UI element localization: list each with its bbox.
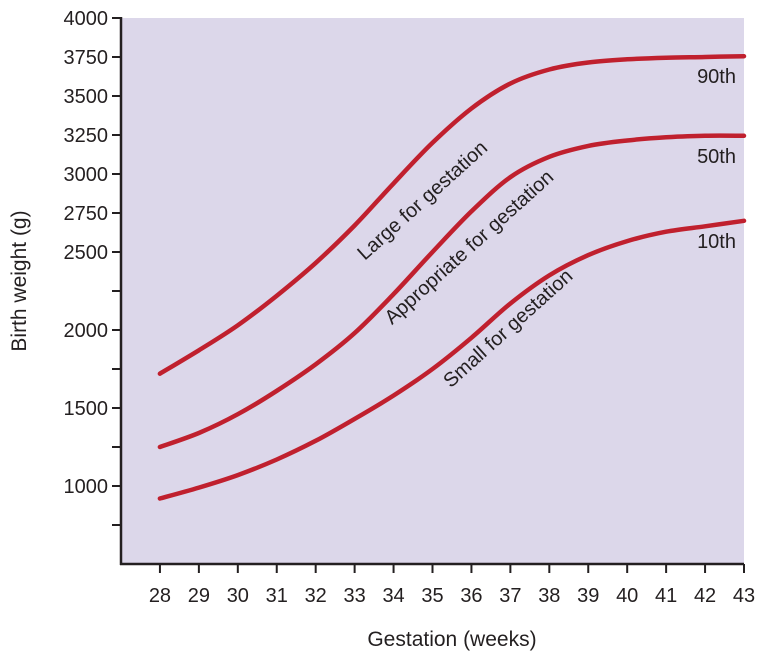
x-tick-label: 28 xyxy=(149,585,171,607)
x-ticks-layer: 28 29 30 31 32 33 34 35 36 37 38 39 40 41 42 43 xyxy=(149,564,755,607)
y-tick-label: 3250 xyxy=(64,125,109,147)
x-tick-label: 31 xyxy=(266,585,288,607)
x-tick-label: 29 xyxy=(188,585,210,607)
x-tick-label: 34 xyxy=(382,585,404,607)
y-tick-label: 2000 xyxy=(64,320,109,342)
x-tick-label: 37 xyxy=(499,585,521,607)
x-tick-label: 40 xyxy=(616,585,638,607)
y-tick-label: 3750 xyxy=(64,47,109,69)
y-tick-label: 1500 xyxy=(64,398,109,420)
x-tick-label: 36 xyxy=(460,585,482,607)
x-tick-label: 38 xyxy=(538,585,560,607)
curve-90th xyxy=(157,53,747,376)
x-tick-label: 33 xyxy=(344,585,366,607)
curve-labels-layer: 90th 50th 10th xyxy=(697,66,736,253)
x-tick-label: 30 xyxy=(227,585,249,607)
curve-label-90th: 90th xyxy=(697,66,736,88)
curve-label-50th: 50th xyxy=(697,146,736,168)
curve-label-10th: 10th xyxy=(697,231,736,253)
plot-background xyxy=(121,18,744,564)
y-ticks-layer: 4000 3750 3500 3250 3000 2750 2500 2000 1500 1000 xyxy=(64,8,121,526)
curves-layer xyxy=(157,53,747,501)
y-tick-label: 2750 xyxy=(64,203,109,225)
y-tick-label: 3500 xyxy=(64,86,109,108)
curve-50th xyxy=(157,133,747,450)
x-tick-label: 39 xyxy=(577,585,599,607)
y-tick-label: 1000 xyxy=(64,476,109,498)
x-tick-label: 42 xyxy=(694,585,716,607)
y-axis-title: Birth weight (g) xyxy=(8,210,31,351)
x-tick-label: 43 xyxy=(733,585,755,607)
x-axis-title: Gestation (weeks) xyxy=(367,628,536,651)
y-tick-label: 2500 xyxy=(64,242,109,264)
y-tick-label: 3000 xyxy=(64,164,109,186)
y-tick-label: 4000 xyxy=(64,8,109,30)
curve-10th xyxy=(157,218,747,501)
x-tick-label: 35 xyxy=(421,585,443,607)
x-tick-label: 41 xyxy=(655,585,677,607)
x-tick-label: 32 xyxy=(305,585,327,607)
